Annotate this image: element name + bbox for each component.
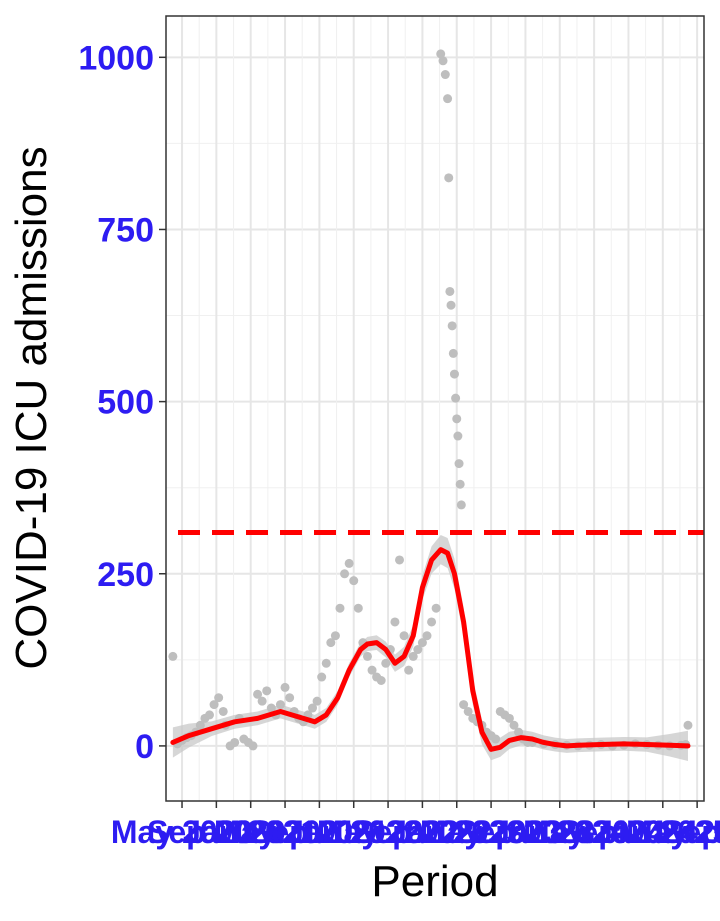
data-point (408, 651, 418, 661)
plot-panel (166, 16, 704, 801)
y-tick-label: 250 (97, 556, 154, 594)
data-point (390, 617, 400, 627)
data-point (413, 645, 423, 655)
data-point (491, 734, 501, 744)
data-point (330, 631, 340, 641)
data-point (443, 94, 453, 104)
x-tick-label: Sep 2021 (250, 814, 389, 850)
data-point (431, 603, 441, 613)
data-point (459, 700, 469, 710)
x-tick-label: Jan 2023 (389, 814, 524, 850)
y-axis-title: COVID-19 ICU admissions (7, 146, 56, 669)
y-tick-label: 1000 (78, 39, 154, 77)
data-point (312, 696, 322, 706)
data-point (340, 569, 350, 579)
trend-line (170, 547, 691, 752)
data-point (218, 706, 228, 716)
data-point (204, 710, 214, 720)
x-tick-label: May 2025 (626, 814, 720, 850)
data-point (285, 693, 295, 703)
x-tick-label: May 2023 (420, 814, 562, 850)
data-point (455, 479, 465, 489)
data-point (683, 720, 693, 730)
data-point (436, 49, 446, 59)
data-point (214, 693, 224, 703)
data-point (448, 348, 458, 358)
data-point (449, 369, 459, 379)
data-point (257, 696, 267, 706)
y-tick-label: 500 (97, 384, 154, 422)
data-point (349, 576, 359, 586)
data-point (451, 393, 461, 403)
x-tick-label: Sep 2023 (456, 814, 595, 850)
data-point (344, 558, 354, 568)
x-tick-label: Sep 2024 (559, 814, 698, 850)
x-axis-title: Period (371, 857, 498, 906)
x-tick-label: Sep 2025 (662, 814, 720, 850)
data-point (367, 665, 377, 675)
x-tick-label: Sep 2022 (353, 814, 492, 850)
data-point (168, 651, 178, 661)
x-tick-label: Sep 2020 (147, 814, 286, 850)
data-point (399, 631, 409, 641)
data-point (427, 617, 437, 627)
data-point (321, 658, 331, 668)
data-point (395, 555, 405, 565)
ribbon-layer (172, 535, 688, 762)
data-point (453, 431, 463, 441)
data-point (463, 706, 473, 716)
data-point (326, 638, 336, 648)
x-tick-label: May 2022 (317, 814, 459, 850)
x-tick-label: Jan 2021 (183, 814, 318, 850)
data-point (195, 720, 205, 730)
data-point (248, 741, 258, 751)
data-point (262, 686, 272, 696)
x-tick-label: May 2021 (214, 814, 356, 850)
data-point (280, 682, 290, 692)
y-tick-label: 750 (97, 211, 154, 249)
data-point (266, 703, 276, 713)
data-point (445, 286, 455, 296)
x-tick-label: Jan 2024 (492, 814, 627, 850)
trend-layer (170, 547, 691, 752)
plot-border (165, 15, 705, 802)
data-point (362, 651, 372, 661)
grid-layer (166, 16, 704, 801)
data-point (317, 672, 327, 682)
data-point (454, 459, 464, 469)
data-point (422, 631, 432, 641)
data-point (335, 603, 345, 613)
data-point (381, 658, 391, 668)
data-point (514, 727, 524, 737)
data-point (446, 300, 456, 310)
x-tick-label: May 2024 (523, 814, 666, 850)
data-point (404, 665, 414, 675)
data-point (438, 56, 448, 66)
data-point (209, 700, 219, 710)
data-point (275, 700, 285, 710)
data-point (308, 703, 318, 713)
data-point (456, 500, 466, 510)
data-point (376, 675, 386, 685)
data-point (504, 713, 514, 723)
x-tick-label: Jan 2025 (595, 814, 720, 850)
data-point (444, 173, 454, 183)
data-point (440, 70, 450, 80)
data-point (253, 689, 263, 699)
trend-confidence-band (172, 535, 688, 762)
data-point (417, 638, 427, 648)
data-point (230, 737, 240, 747)
data-point (353, 603, 363, 613)
x-tick-label: May 2020 (111, 814, 253, 850)
x-tick-label: Jan 2022 (286, 814, 421, 850)
data-point (509, 720, 519, 730)
data-point (452, 414, 462, 424)
data-point (447, 321, 457, 331)
y-tick-label: 0 (135, 728, 154, 766)
